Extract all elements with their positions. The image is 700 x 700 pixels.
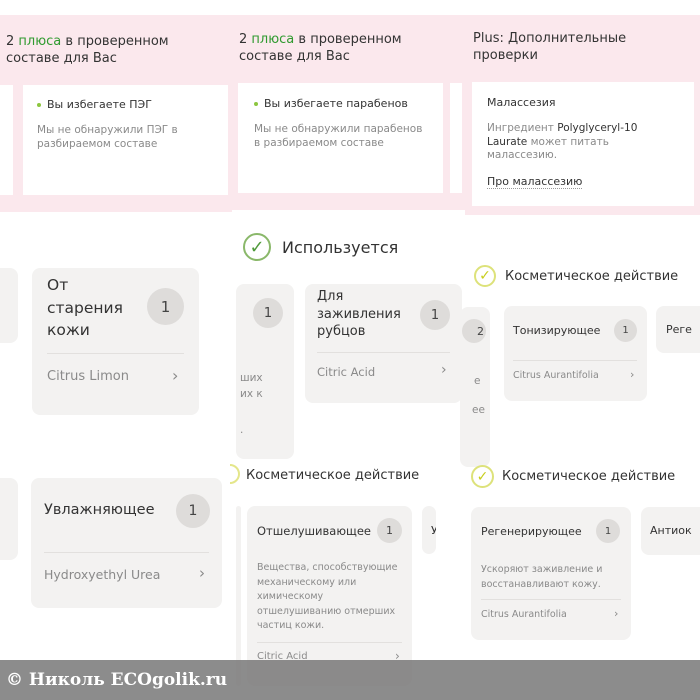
partial-card[interactable] [0,268,18,343]
ingredient-link[interactable]: Hydroxyethyl Urea [44,567,161,582]
divider [481,599,621,600]
card-title: Антиок [650,524,692,537]
ingredient-link[interactable]: Citrus Limon [47,369,129,384]
count-badge: 1 [377,518,402,543]
check-circle-icon: ✓ [471,465,494,488]
malassezia-link[interactable]: Про малассезию [487,175,583,189]
partial-card[interactable]: Антиок [641,507,700,555]
col2-header-title: 2 плюса в проверенном составе для Вас [239,32,402,64]
divider [47,353,184,354]
card-text: Вещества, способствующие механическому и… [257,562,398,631]
divider [257,642,402,643]
card-title: Реге [666,323,692,336]
col3-malassezia-card: Малассезия Ингредиент Polyglyceryl-10 La… [472,82,694,206]
count-badge: 1 [253,298,283,328]
ingredient-link[interactable]: Citric Acid [257,651,308,662]
bullet-icon [37,103,41,107]
card-title: Для заживления рубцов [317,289,401,339]
card-text: Мы не обнаружили ПЭГ в разбираемом соста… [37,124,178,150]
col2-partial-card [450,83,462,193]
col3-next-card [472,215,694,235]
count-badge: 2 [462,319,486,343]
count-badge: 1 [147,288,184,325]
card-title: Малассезия [487,96,556,109]
col2-parabens-card: Вы избегаете парабенов Мы не обнаружили … [238,83,443,193]
bullet-icon [254,102,258,106]
chevron-right-icon: › [630,368,635,381]
chevron-right-icon: › [441,362,447,378]
partial-card[interactable]: 2 е ее [460,307,490,467]
card-title: Регенерирующее [481,525,582,538]
section-title-cosmetic: Косметическое действие [505,269,679,284]
col3-header-title: Plus: Дополнительные проверки [473,31,627,63]
count-badge: 1 [176,494,210,528]
count-badge: 1 [596,519,620,543]
card-title: Тонизирующее [513,324,601,337]
ingredient-link[interactable]: Citrus Aurantifolia [481,609,567,620]
card-title: Увлажняющее [44,502,155,518]
partial-card[interactable]: Реге [656,306,700,353]
count-badge: 1 [614,319,637,342]
card-text: ее [472,404,485,416]
col1-header-title: 2 плюса в проверенном составе для Вас [6,34,169,66]
partial-card[interactable]: У [422,506,436,554]
section-title-cosmetic: Косметическое действие [246,468,420,483]
card-moisturizing[interactable]: Увлажняющее 1 Hydroxyethyl Urea › [31,478,222,608]
card-exfoliating[interactable]: Отшелушивающее 1 Вещества, способствующи… [247,506,412,686]
section-title-cosmetic: Косметическое действие [502,469,676,484]
card-title: Отшелушивающее [257,524,371,538]
card-text: ших [240,372,263,384]
card-aging[interactable]: От старения кожи 1 Citrus Limon › [32,268,199,415]
ingredient-link[interactable]: Citric Acid [317,365,376,379]
card-text: е [474,375,481,387]
check-circle-icon: ✓ [243,233,271,261]
partial-card[interactable]: 1 ших их к . [236,284,294,459]
card-text: их к [240,388,263,400]
card-text: Ингредиент Polyglyceryl-10 Laurate может… [487,122,638,161]
divider [513,360,637,361]
chevron-right-icon: › [199,564,205,582]
card-text: . [240,424,244,436]
chevron-right-icon: › [614,607,619,620]
card-toning[interactable]: Тонизирующее 1 Citrus Aurantifolia › [504,306,647,401]
section-title-used: Используется [282,238,399,257]
ingredient-link[interactable]: Citrus Aurantifolia [513,370,599,381]
col1-partial-card [0,85,13,195]
partial-card [236,506,241,686]
card-title: От старения кожи [47,276,123,339]
chevron-right-icon: › [395,649,400,663]
partial-card[interactable] [0,478,18,560]
check-circle-icon: ✓ [474,265,496,287]
card-title: У [431,524,436,537]
chevron-right-icon: › [172,366,179,385]
watermark: © Николь ECOgolik.ru [0,660,700,700]
card-scars[interactable]: Для заживления рубцов 1 Citric Acid › [305,284,462,403]
card-regenerating[interactable]: Регенерирующее 1 Ускоряют заживление и в… [471,507,631,640]
divider [317,352,450,353]
col1-peg-card: Вы избегаете ПЭГ Мы не обнаружили ПЭГ в … [23,85,228,195]
check-circle-icon [230,464,240,484]
card-text: Мы не обнаружили парабенов в разбираемом… [254,123,423,149]
card-text: Ускоряют заживление и восстанавливают ко… [481,564,603,590]
count-badge: 1 [420,300,450,330]
divider [44,552,209,553]
